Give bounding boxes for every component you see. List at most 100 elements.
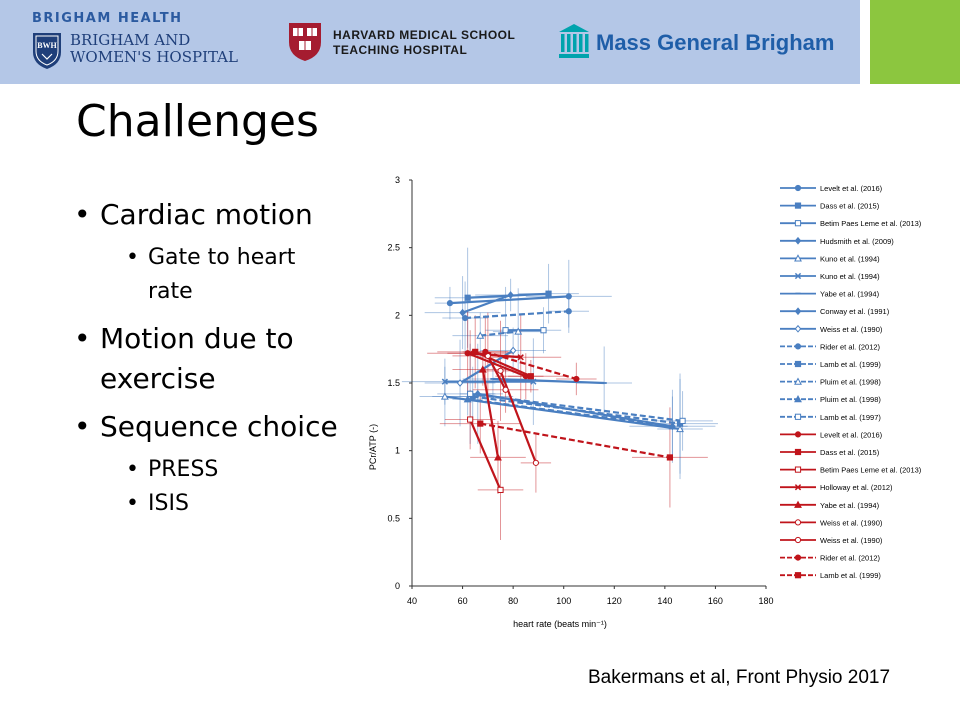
data-point-4-1: [676, 424, 684, 433]
series-line-18: [481, 369, 500, 458]
series-line-11: [480, 330, 519, 337]
harvard-shield-icon: [289, 23, 321, 61]
brigham-health-label: BRIGHAM HEALTH: [32, 11, 183, 26]
legend-label-18: Yabe et al. (1994): [820, 501, 880, 510]
plot-layer: [401, 247, 718, 540]
bullet-list: Cardiac motion Gate to heart rate Motion…: [74, 195, 344, 531]
legend-label-17: Holloway et al. (2012): [820, 483, 893, 492]
legend-swatch-marker-10: [794, 360, 802, 368]
y-tick-label-2: 1: [395, 446, 400, 456]
legend-swatch-marker-17: [794, 484, 802, 491]
data-point-5-0: [441, 378, 449, 385]
legend-label-3: Hudsmith et al. (2009): [820, 237, 894, 246]
data-point-8-1: [509, 346, 517, 355]
hms-line1: HARVARD MEDICAL SCHOOL: [333, 28, 516, 42]
legend-label-11: Pluim et al. (1998): [820, 378, 881, 387]
legend-label-16: Betim Paes Leme et al. (2013): [820, 466, 922, 475]
series-line-13: [470, 392, 683, 422]
series-line-9: [465, 310, 569, 320]
legend-label-0: Levelt et al. (2016): [820, 184, 883, 193]
data-point-22-0: [477, 420, 484, 427]
x-tick-label-4: 120: [607, 596, 622, 606]
x-tick-label-3: 100: [556, 596, 571, 606]
series-line-21: [485, 350, 577, 380]
series-line-20: [486, 355, 507, 391]
bwh-shield-icon: BWH: [33, 33, 61, 69]
series-line-16: [469, 419, 502, 491]
legend-label-14: Levelt et al. (2016): [820, 430, 883, 439]
legend-label-2: Betim Paes Leme et al. (2013): [820, 219, 922, 228]
data-point-21-0: [482, 348, 489, 355]
bwh-name-line2: WOMEN'S HOSPITAL: [70, 48, 238, 66]
data-point-22-1: [666, 454, 674, 461]
data-point-21-1: [573, 375, 580, 383]
mass-general-brigham-name: Mass General Brigham: [596, 30, 835, 55]
data-point-6-1: [601, 382, 607, 384]
legend-swatch-marker-18: [794, 500, 802, 508]
sub-bullet-gate-heart-rate: Gate to heart rate: [74, 241, 344, 309]
data-point-4-0: [440, 392, 449, 400]
data-point-11-0: [476, 331, 485, 339]
bullet-cardiac-motion: Cardiac motion: [74, 195, 344, 235]
legend-swatch-marker-0: [794, 184, 802, 192]
x-tick-label-5: 140: [657, 596, 672, 606]
y-tick-label-3: 1.5: [387, 378, 400, 388]
header-accent-block: [870, 0, 960, 84]
x-tick-label-0: 40: [407, 596, 417, 606]
mass-general-brigham-icon: [559, 24, 589, 58]
series-line-0: [449, 295, 569, 305]
legend-swatch-marker-12: [794, 395, 802, 403]
data-point-17-0: [467, 350, 474, 357]
legend-swatch-marker-6: [795, 292, 801, 295]
y-tick-label-0: 0: [395, 581, 400, 591]
data-point-16-0: [467, 416, 474, 423]
sub-bullet-press: PRESS: [74, 453, 344, 487]
legend-label-13: Lamb et al. (1997): [820, 413, 881, 422]
y-axis-label: PCr/ATP (-): [368, 424, 378, 470]
legend-swatch-marker-3: [794, 236, 802, 245]
y-tick-label-5: 2.5: [387, 243, 400, 253]
series-line-3: [462, 294, 511, 314]
data-point-17-1: [517, 354, 524, 361]
legend-swatch-marker-15: [794, 448, 802, 456]
data-point-13-1: [679, 417, 686, 424]
legend-swatch-marker-13: [794, 413, 802, 420]
hms-line2: TEACHING HOSPITAL: [333, 43, 468, 57]
legend-swatch-marker-16: [794, 466, 802, 473]
bwh-shield-text: BWH: [37, 41, 57, 50]
legend-label-6: Yabe et al. (1994): [820, 290, 880, 299]
data-point-2-1: [540, 327, 547, 334]
legend-swatch-marker-1: [794, 202, 802, 209]
data-point-16-1: [497, 486, 504, 494]
data-point-1-0: [464, 294, 471, 301]
legend-label-15: Dass et al. (2015): [820, 448, 880, 457]
data-point-20-1: [502, 386, 509, 393]
legend-swatch-marker-5: [794, 272, 802, 280]
data-point-1-1: [545, 290, 552, 297]
y-tick-label-4: 2: [395, 310, 400, 320]
legend-swatch-marker-20: [794, 536, 802, 544]
data-point-0-0: [446, 300, 454, 307]
legend-swatch-marker-14: [794, 431, 802, 438]
legend-swatch-marker-9: [794, 343, 802, 350]
data-point-9-0: [462, 314, 469, 322]
data-point-9-1: [565, 308, 572, 315]
legend-swatch-marker-2: [794, 220, 802, 227]
sub-bullet-isis: ISIS: [74, 487, 344, 521]
data-point-12-0: [463, 395, 472, 403]
x-tick-label-7: 180: [758, 596, 773, 606]
y-tick-label-6: 3: [395, 175, 400, 185]
legend-label-10: Lamb et al. (1999): [820, 360, 881, 369]
data-point-6-0: [490, 378, 496, 380]
data-point-13-0: [467, 390, 474, 397]
x-axis-label: heart rate (beats min⁻¹): [513, 619, 607, 629]
pcr-atp-vs-heart-rate-chart: 0 0.5 1 1.5 2 2.5 3 40 60 80 100 120 140 160 180 Level…: [368, 175, 922, 629]
legend: Levelt et al. (2016) Dass et al. (2015) Be…: [780, 184, 922, 580]
series-line-12: [467, 398, 673, 428]
data-point-3-1: [507, 291, 514, 299]
legend-swatch-marker-8: [794, 324, 802, 333]
bwh-hospital-name: BRIGHAM AND WOMEN'S HOSPITAL: [70, 32, 238, 66]
sub-bullets-cardiac: Gate to heart rate: [74, 241, 344, 309]
sub-bullets-sequence: PRESS ISIS: [74, 453, 344, 521]
data-point-19-1: [532, 459, 539, 466]
